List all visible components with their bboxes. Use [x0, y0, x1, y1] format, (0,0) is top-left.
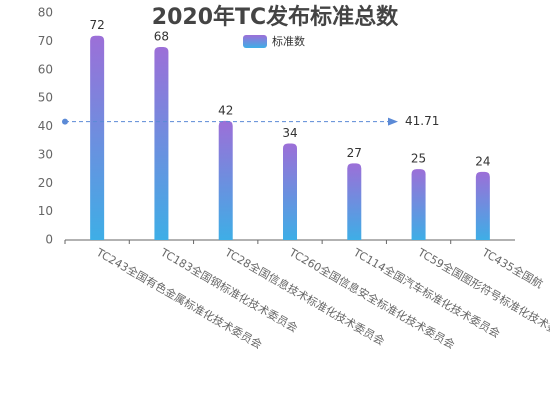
- bar: [90, 35, 105, 241]
- y-tick-label: 30: [38, 147, 53, 161]
- data-label: 72: [90, 18, 105, 32]
- average-label: 41.71: [405, 114, 439, 128]
- data-label: 27: [347, 146, 362, 160]
- bar: [154, 47, 169, 240]
- y-tick-label: 10: [38, 204, 53, 218]
- bar: [218, 120, 233, 240]
- data-label: 24: [475, 154, 490, 168]
- y-tick-label: 60: [38, 62, 53, 76]
- bar: [475, 171, 490, 240]
- y-tick-label: 50: [38, 91, 53, 105]
- y-tick-label: 20: [38, 176, 53, 190]
- data-label: 68: [154, 30, 169, 44]
- y-tick-label: 0: [45, 233, 53, 247]
- y-tick-label: 80: [38, 6, 53, 20]
- data-label: 34: [282, 126, 297, 140]
- legend-label: 标准数: [272, 34, 305, 48]
- data-label: 25: [411, 152, 426, 166]
- legend-swatch: [243, 35, 267, 48]
- bar: [283, 143, 297, 240]
- bar: [347, 163, 362, 240]
- average-start: [62, 118, 68, 125]
- y-tick-label: 70: [38, 34, 53, 48]
- bar: [411, 169, 426, 240]
- data-label: 42: [218, 103, 233, 117]
- y-tick-label: 40: [38, 119, 53, 133]
- average-arrow: [388, 117, 398, 126]
- chart-title: 2020年TC发布标准总数: [152, 4, 399, 30]
